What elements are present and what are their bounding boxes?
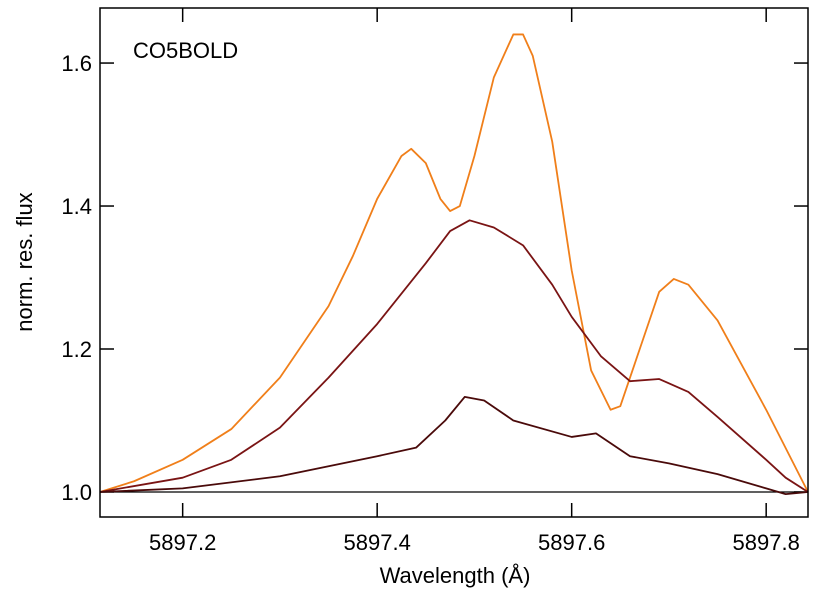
y-tick-label: 1.4 — [61, 194, 92, 219]
data-line — [99, 33, 809, 493]
x-tick-label: 5897.2 — [149, 530, 216, 555]
data-line — [99, 219, 809, 493]
y-axis-label: norm. res. flux — [12, 192, 37, 331]
x-axis-label: Wavelength (Å) — [380, 563, 531, 588]
y-tick-label: 1.6 — [61, 51, 92, 76]
x-tick-label: 5897.6 — [538, 530, 605, 555]
plot-frame — [99, 7, 809, 518]
annotation: CO5BOLD — [133, 38, 238, 63]
x-tick-label: 5897.4 — [344, 530, 411, 555]
data-line — [99, 396, 809, 496]
y-tick-label: 1.0 — [61, 480, 92, 505]
x-tick-label: 5897.8 — [733, 530, 800, 555]
y-tick-label: 1.2 — [61, 337, 92, 362]
